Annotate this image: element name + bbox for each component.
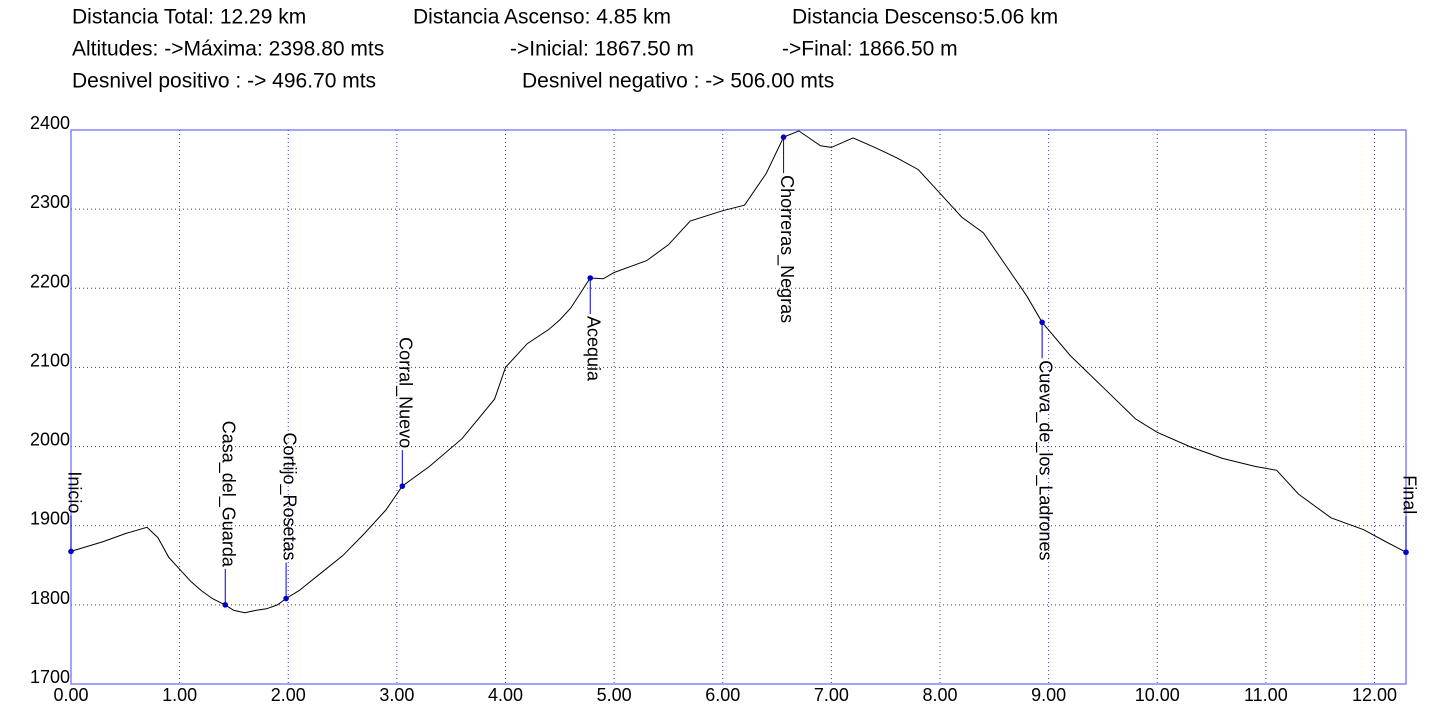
x-tick-label: 3.00 xyxy=(379,685,414,705)
elevation-line xyxy=(70,130,1407,614)
waypoint xyxy=(1403,549,1409,556)
waypoint-label: Final xyxy=(1399,475,1419,514)
waypoint-label: Inicio xyxy=(64,471,84,513)
y-tick-label: 2100 xyxy=(30,350,70,370)
waypoint-label: Chorreras_Negras xyxy=(776,175,797,323)
plot-border xyxy=(70,129,1407,685)
waypoint xyxy=(587,275,594,281)
x-tick-label: 11.00 xyxy=(1244,685,1288,705)
x-tick-label: 8.00 xyxy=(922,685,957,705)
header-text: ->Final: 1866.50 m xyxy=(782,38,958,61)
header-text: Desnivel positivo : -> 496.70 mts xyxy=(72,70,376,93)
waypoint-label: Casa_del_Guarda xyxy=(217,421,238,568)
x-tick-label: 7.00 xyxy=(814,685,849,705)
x-tick-label: 0.00 xyxy=(53,685,88,705)
x-tick-label: 9.00 xyxy=(1031,685,1066,705)
y-tick-label: 2200 xyxy=(30,271,70,291)
y-tick-label: 1900 xyxy=(30,509,70,529)
y-tick-label: 2400 xyxy=(30,113,70,133)
x-tick-label: 6.00 xyxy=(705,685,740,705)
header-text: Altitudes: ->Máxima: 2398.80 mts xyxy=(72,38,384,61)
y-tick-label: 1700 xyxy=(30,667,70,687)
waypoint-label: Corral_Nuevo xyxy=(395,337,416,448)
x-tick-label: 2.00 xyxy=(271,685,306,705)
waypoint xyxy=(222,602,229,608)
header-text: Distancia Descenso:5.06 km xyxy=(792,6,1058,29)
y-tick-label: 2300 xyxy=(30,192,70,212)
header-text: Distancia Total: 12.29 km xyxy=(72,6,306,29)
waypoint xyxy=(399,483,406,489)
waypoint xyxy=(68,548,74,555)
x-tick-label: 4.00 xyxy=(488,685,523,705)
header-text: Desnivel negativo : -> 506.00 mts xyxy=(522,70,834,93)
x-tick-label: 12.00 xyxy=(1352,685,1397,705)
header-text: ->Inicial: 1867.50 m xyxy=(510,38,694,61)
y-tick-label: 1800 xyxy=(30,588,70,608)
y-tick-label: 2000 xyxy=(30,430,70,450)
waypoint-label: Acequia xyxy=(583,316,603,382)
waypoint-label: Cueva_de_los_Ladrones xyxy=(1034,360,1055,560)
waypoint-label: Cortijo_Rosetas xyxy=(278,432,299,560)
x-tick-label: 10.00 xyxy=(1135,685,1180,705)
x-tick-label: 1.00 xyxy=(162,685,197,705)
waypoint xyxy=(1039,319,1045,326)
waypoint xyxy=(283,595,289,602)
header-text: Distancia Ascenso: 4.85 km xyxy=(413,6,671,29)
waypoint xyxy=(780,134,787,140)
x-tick-label: 5.00 xyxy=(597,685,632,705)
